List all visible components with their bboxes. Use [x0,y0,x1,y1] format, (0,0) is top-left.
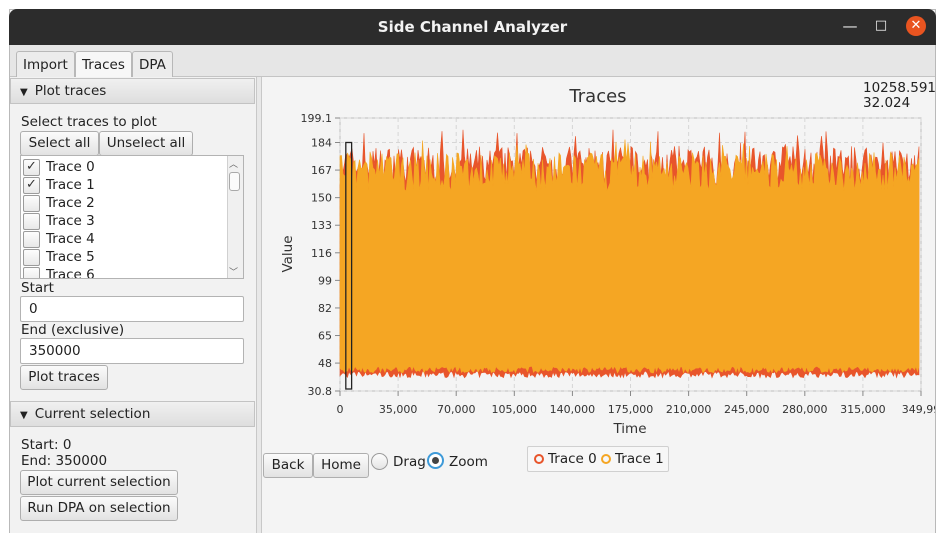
chevron-up-icon[interactable]: ︿ [229,160,239,170]
y-tick-label: 99 [318,274,332,287]
x-tick-label: 35,000 [379,403,418,416]
start-input[interactable]: 0 [20,296,244,322]
maximize-icon[interactable]: □ [874,18,888,33]
zoom-label: Zoom [449,454,488,470]
zoom-radio[interactable] [427,452,444,469]
x-tick-label: 349,99 [902,403,935,416]
list-item[interactable]: Trace 3 [21,212,226,230]
plot-traces-header-label: Plot traces [34,83,107,99]
minimize-icon[interactable]: — [842,17,858,35]
x-tick-label: 140,000 [550,403,596,416]
trace-list: ✓ Trace 0 ✓ Trace 1 Trace 2 Trace 3 Trace … [20,155,244,279]
chevron-down-icon[interactable]: ﹀ [229,268,239,278]
legend-marker-trace-0 [534,454,544,464]
plot-traces-button[interactable]: Plot traces [20,365,108,390]
y-tick-label: 150 [311,192,332,205]
list-item-label: Trace 4 [46,231,95,247]
end-label: End (exclusive) [21,322,125,338]
cursor-x-readout: 10258.591 [863,80,937,96]
triangle-down-icon: ▼ [20,410,28,421]
tab-import[interactable]: Import [16,51,75,77]
plot-current-selection-button[interactable]: Plot current selection [20,470,178,495]
chart-title: Traces [568,86,626,107]
checkbox-trace-5[interactable] [23,249,40,266]
x-tick-label: 105,000 [492,403,537,416]
checkmark-icon: ✓ [26,159,37,174]
list-item-label: Trace 5 [46,249,95,265]
checkbox-trace-1[interactable]: ✓ [23,177,40,194]
select-traces-label: Select traces to plot [21,114,157,130]
list-item-label: Trace 3 [46,213,95,229]
checkbox-trace-6[interactable] [23,267,40,278]
select-all-button[interactable]: Select all [20,131,99,156]
checkmark-icon: ✓ [26,177,37,192]
x-tick-label: 0 [337,403,344,416]
list-item-label: Trace 0 [46,159,95,175]
series-trace-1 [339,139,920,374]
x-tick-label: 315,000 [840,403,886,416]
y-tick-label: 65 [318,330,332,343]
list-item-label: Trace 6 [46,267,95,279]
list-item[interactable]: ✓ Trace 1 [21,176,226,194]
checkbox-trace-2[interactable] [23,195,40,212]
run-dpa-button[interactable]: Run DPA on selection [20,496,178,521]
scrollbar-thumb[interactable] [229,172,240,191]
x-tick-label: 175,000 [608,403,654,416]
title-bar: Side Channel Analyzer — □ ✕ [9,9,936,45]
y-tick-label: 30.8 [308,385,333,398]
y-tick-label: 167 [311,164,332,177]
list-item[interactable]: Trace 2 [21,194,226,212]
legend-label-trace-1: Trace 1 [615,451,664,467]
back-button[interactable]: Back [263,453,313,478]
triangle-down-icon: ▼ [20,87,28,98]
drag-radio[interactable] [371,453,388,470]
list-item[interactable]: ✓ Trace 0 [21,158,226,176]
x-axis-label: Time [612,421,646,437]
chart-legend: Trace 0 Trace 1 [527,446,669,472]
x-tick-label: 70,000 [437,403,476,416]
y-axis-label: Value [280,235,296,272]
list-item[interactable]: Trace 5 [21,248,226,266]
list-item[interactable]: Trace 4 [21,230,226,248]
legend-marker-trace-1 [601,454,611,464]
y-tick-label: 199.1 [301,112,333,125]
close-icon[interactable]: ✕ [906,16,926,36]
trace-1-line [339,139,920,374]
list-item-label: Trace 1 [46,177,95,193]
x-axis-ticks: 0 35,000 70,000 105,000 140,000 175,000 210,00… [337,391,935,416]
selection-end-text: End: 350000 [21,453,108,469]
x-tick-label: 245,000 [724,403,770,416]
list-item-label: Trace 2 [46,195,95,211]
y-tick-label: 82 [318,302,332,315]
start-label: Start [21,280,54,296]
drag-label: Drag [393,454,426,470]
split-pane-divider[interactable] [256,77,262,533]
end-input[interactable]: 350000 [20,338,244,364]
traces-chart[interactable]: Traces 199.11841671501331169982654830.8 … [262,78,935,450]
window-title: Side Channel Analyzer [377,18,568,36]
plot-traces-header[interactable]: ▼ Plot traces [10,78,255,104]
y-tick-label: 48 [318,357,332,370]
y-tick-label: 184 [311,136,332,149]
legend-label-trace-0: Trace 0 [548,451,597,467]
x-tick-label: 210,000 [666,403,712,416]
y-tick-label: 116 [311,247,332,260]
current-selection-header-label: Current selection [34,406,151,422]
cursor-y-readout: 32.024 [863,95,911,111]
list-item[interactable]: Trace 6 [21,266,226,279]
x-tick-label: 280,000 [782,403,828,416]
checkbox-trace-4[interactable] [23,231,40,248]
unselect-all-button[interactable]: Unselect all [99,131,193,156]
checkbox-trace-3[interactable] [23,213,40,230]
selection-start-text: Start: 0 [21,437,72,453]
selection-window-rect[interactable] [345,141,353,390]
home-button[interactable]: Home [313,453,369,478]
current-selection-header[interactable]: ▼ Current selection [10,401,255,427]
y-axis-ticks: 199.1 184 167 150 133 116 99 82 65 48 30.8 [301,112,340,398]
checkbox-trace-0[interactable]: ✓ [23,159,40,176]
tab-traces[interactable]: Traces [75,51,132,78]
tab-dpa[interactable]: DPA [132,51,173,77]
radio-dot [432,457,439,464]
y-tick-label: 133 [311,219,332,232]
